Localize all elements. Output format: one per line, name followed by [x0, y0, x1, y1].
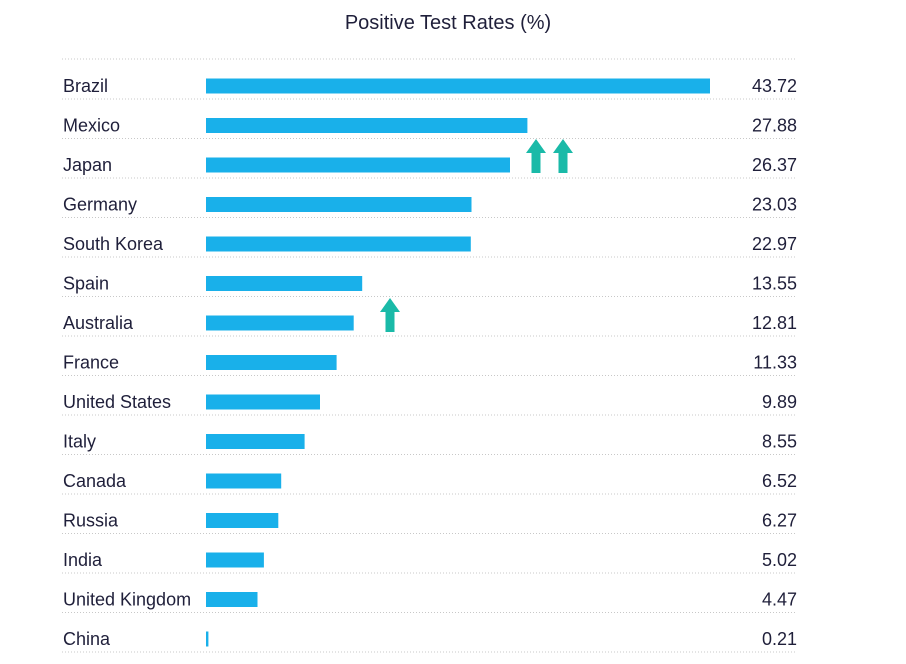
chart-row: Brazil 43.72	[63, 76, 797, 96]
value-label: 0.21	[762, 629, 797, 649]
chart-row: France 11.33	[63, 353, 797, 373]
chart-row: United Kingdom 4.47	[63, 590, 797, 610]
bar	[206, 394, 320, 410]
category-label: Russia	[63, 511, 119, 531]
category-label: Australia	[63, 313, 134, 333]
up-arrow-icon	[526, 139, 546, 173]
chart-row: Germany 23.03	[63, 195, 797, 215]
row-separators	[62, 58, 797, 653]
bar	[206, 552, 264, 568]
category-label: Italy	[63, 432, 96, 452]
value-label: 6.27	[762, 511, 797, 531]
bar	[206, 592, 258, 607]
value-label: 23.03	[752, 195, 797, 215]
value-label: 4.47	[762, 590, 797, 610]
value-label: 9.89	[762, 392, 797, 412]
chart-row: China 0.21	[63, 629, 797, 649]
chart-row: Canada 6.52	[63, 471, 797, 491]
value-label: 26.37	[752, 155, 797, 175]
value-label: 6.52	[762, 471, 797, 491]
bar	[206, 631, 209, 647]
chart-row: Italy 8.55	[63, 432, 797, 452]
category-label: France	[63, 353, 119, 373]
bar	[206, 315, 354, 331]
value-label: 11.33	[753, 353, 797, 373]
value-label: 13.55	[752, 274, 797, 294]
bar	[206, 118, 528, 133]
bar	[206, 197, 472, 212]
category-label: Germany	[63, 195, 137, 215]
category-label: Mexico	[63, 116, 120, 136]
bar	[206, 513, 279, 528]
chart-row: South Korea 22.97	[63, 234, 797, 254]
category-label: Spain	[63, 274, 109, 294]
category-label: Canada	[63, 471, 127, 491]
chart-row: Spain 13.55	[63, 274, 797, 294]
trend-arrows	[380, 139, 573, 332]
value-label: 8.55	[762, 432, 797, 452]
category-label: United States	[63, 392, 171, 412]
value-label: 12.81	[752, 313, 797, 333]
category-label: Brazil	[63, 76, 108, 96]
bar	[206, 473, 282, 489]
up-arrow-icon	[553, 139, 573, 173]
chart-row: United States 9.89	[63, 392, 797, 412]
chart-rows: Brazil 43.72 Mexico 27.88 Japan 26.37 Germany 2…	[63, 76, 797, 649]
chart-row: Australia 12.81	[63, 313, 797, 333]
chart-row: Japan 26.37	[63, 155, 797, 175]
chart-row: Mexico 27.88	[63, 116, 797, 136]
category-label: India	[63, 550, 103, 570]
bar	[206, 276, 363, 291]
value-label: 22.97	[752, 234, 797, 254]
bar	[206, 355, 337, 370]
value-label: 43.72	[752, 76, 797, 96]
category-label: China	[63, 629, 111, 649]
up-arrow-icon	[380, 298, 400, 332]
value-label: 5.02	[762, 550, 797, 570]
bar	[206, 157, 510, 173]
chart-row: India 5.02	[63, 550, 797, 570]
value-label: 27.88	[752, 116, 797, 136]
chart-row: Russia 6.27	[63, 511, 797, 531]
chart-title: Positive Test Rates (%)	[344, 12, 552, 34]
category-label: South Korea	[63, 234, 164, 254]
bar	[206, 236, 471, 252]
category-label: United Kingdom	[63, 590, 191, 610]
bar	[206, 78, 710, 94]
bar	[206, 434, 305, 449]
category-label: Japan	[63, 155, 112, 175]
